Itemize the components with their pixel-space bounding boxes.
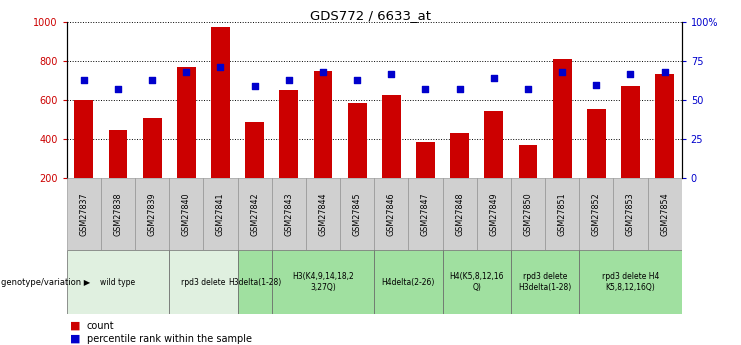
Bar [587,109,605,178]
Point [385,71,397,76]
Bar [442,250,511,314]
Point [419,86,431,92]
Text: GSM27854: GSM27854 [660,192,669,236]
Bar [169,250,238,314]
Text: GSM27847: GSM27847 [421,192,430,236]
Bar [545,178,579,250]
Text: percentile rank within the sample: percentile rank within the sample [87,334,252,344]
Bar [306,178,340,250]
Bar [374,178,408,250]
Bar [374,250,442,314]
Text: H4(K5,8,12,16
Q): H4(K5,8,12,16 Q) [450,272,504,292]
Bar [579,250,682,314]
Point [146,77,158,82]
Bar [74,100,93,178]
Bar [108,130,127,178]
Bar [648,178,682,250]
Bar [511,178,545,250]
Point [317,69,329,75]
Text: GSM27851: GSM27851 [558,192,567,236]
Bar [579,178,614,250]
Point [78,77,90,82]
Bar [135,178,169,250]
Text: GSM27848: GSM27848 [455,192,464,236]
Bar [101,178,135,250]
Text: GSM27845: GSM27845 [353,192,362,236]
Text: GSM27850: GSM27850 [523,192,533,236]
Bar [340,178,374,250]
Text: GSM27852: GSM27852 [592,192,601,236]
Text: count: count [87,321,114,331]
Point [591,82,602,87]
Bar [408,178,442,250]
Bar [621,87,640,178]
Point [351,77,363,82]
Point [659,69,671,75]
Text: ■: ■ [70,321,81,331]
Bar [416,142,435,178]
Point [488,76,499,81]
Point [112,86,124,92]
Point [283,77,295,82]
Text: GSM27853: GSM27853 [626,192,635,236]
Text: GSM27844: GSM27844 [319,192,328,236]
Text: GDS772 / 6633_at: GDS772 / 6633_at [310,9,431,22]
Bar [203,178,238,250]
Bar [67,178,101,250]
Bar [476,178,511,250]
Text: GSM27840: GSM27840 [182,192,190,236]
Bar [655,74,674,178]
Text: GSM27846: GSM27846 [387,192,396,236]
Bar [169,178,203,250]
Text: GSM27838: GSM27838 [113,192,122,236]
Point [215,65,227,70]
Bar [511,250,579,314]
Bar [211,27,230,178]
Text: GSM27839: GSM27839 [147,192,156,236]
Text: GSM27842: GSM27842 [250,192,259,236]
Point [453,86,465,92]
Bar [279,90,298,178]
Point [522,86,534,92]
Bar [143,118,162,178]
Text: H4delta(2-26): H4delta(2-26) [382,277,435,287]
Bar [442,178,476,250]
Text: H3(K4,9,14,18,2
3,27Q): H3(K4,9,14,18,2 3,27Q) [292,272,354,292]
Bar [238,178,272,250]
Bar [553,59,571,178]
Text: rpd3 delete: rpd3 delete [182,277,225,287]
Text: GSM27837: GSM27837 [79,192,88,236]
Bar [382,95,401,178]
Point [625,71,637,76]
Bar [451,133,469,178]
Bar [485,111,503,178]
Text: genotype/variation ▶: genotype/variation ▶ [1,277,90,287]
Bar [245,122,264,178]
Bar [348,103,367,178]
Text: ■: ■ [70,334,81,344]
Point [249,83,261,89]
Bar [519,145,537,178]
Bar [313,71,333,178]
Text: GSM27843: GSM27843 [285,192,293,236]
Point [180,69,192,75]
Text: H3delta(1-28): H3delta(1-28) [228,277,282,287]
Text: GSM27841: GSM27841 [216,192,225,236]
Text: rpd3 delete
H3delta(1-28): rpd3 delete H3delta(1-28) [519,272,571,292]
Text: rpd3 delete H4
K5,8,12,16Q): rpd3 delete H4 K5,8,12,16Q) [602,272,659,292]
Text: wild type: wild type [100,277,136,287]
Bar [238,250,272,314]
Bar [272,178,306,250]
Bar [67,250,169,314]
Point [556,69,568,75]
Bar [177,67,196,178]
Text: GSM27849: GSM27849 [489,192,498,236]
Bar [272,250,374,314]
Bar [614,178,648,250]
